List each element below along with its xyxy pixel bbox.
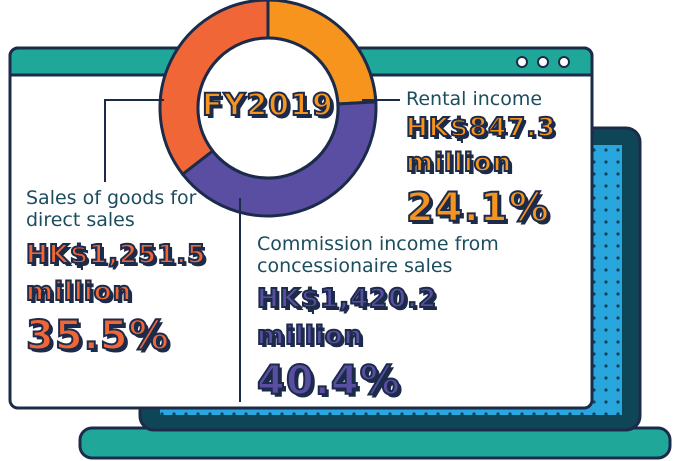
unit-label: million: [256, 320, 364, 352]
window-dot: [558, 56, 570, 68]
category-label: Commission income from concessionaire sa…: [257, 233, 499, 277]
amount-label: HK$1,420.2: [256, 283, 438, 315]
chart-title: FY2019: [201, 87, 334, 124]
amount-label: HK$847.3: [405, 112, 557, 144]
category-label: Sales of goods for direct sales: [26, 187, 197, 231]
donut-hole: [196, 36, 340, 180]
value-label: 24.1%: [405, 184, 550, 232]
unit-label: million: [25, 276, 133, 308]
value-label: 40.4%: [256, 357, 401, 405]
category-label: Rental income: [406, 88, 543, 110]
amount-label: HK$1,251.5: [25, 239, 207, 271]
window-dot: [537, 56, 549, 68]
laptop-base: [78, 426, 672, 460]
window-dot: [516, 56, 528, 68]
leader-line: [104, 99, 164, 182]
unit-label: million: [405, 147, 513, 179]
value-label: 35.5%: [25, 312, 170, 360]
